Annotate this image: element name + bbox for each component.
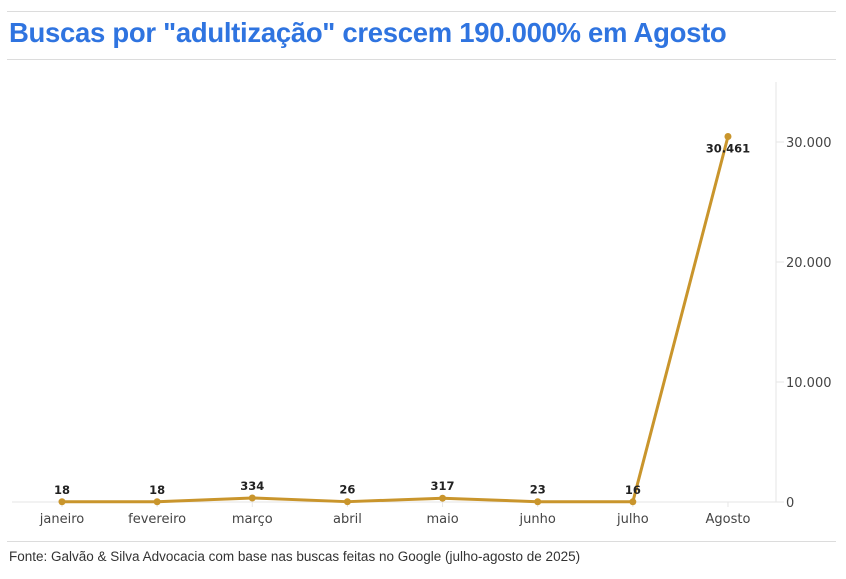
x-category-label: abril — [333, 512, 362, 527]
data-label: 23 — [530, 483, 546, 497]
data-point-marker — [534, 498, 542, 506]
y-tick-label: 0 — [786, 496, 794, 511]
y-tick-label: 10.000 — [786, 376, 832, 391]
data-label: 18 — [149, 483, 165, 497]
y-tick-label: 20.000 — [786, 256, 832, 271]
y-tick-label: 30.000 — [786, 136, 832, 151]
data-point-marker — [343, 498, 351, 506]
x-category-label: janeiro — [39, 512, 84, 527]
title-divider — [7, 59, 836, 60]
chart-title: Buscas por "adultização" crescem 190.000… — [9, 17, 727, 48]
top-divider — [7, 11, 836, 12]
data-line — [60, 134, 730, 504]
data-point-marker — [58, 498, 66, 506]
data-label: 317 — [431, 479, 455, 493]
data-label: 30.461 — [706, 141, 750, 155]
data-point-marker — [724, 132, 732, 140]
x-category-label: julho — [616, 512, 649, 527]
data-label: 18 — [54, 483, 70, 497]
x-category-label: junho — [519, 512, 556, 527]
line-chart: 0 10.000 20.000 30.000 janeiro fevereiro março… — [12, 82, 832, 527]
x-category-label: maio — [426, 512, 458, 527]
data-point-marker — [439, 494, 447, 502]
x-category-label: Agosto — [706, 512, 751, 527]
data-point-marker — [248, 494, 256, 502]
data-label: 16 — [625, 483, 641, 497]
source-note: Fonte: Galvão & Silva Advocacia com base… — [9, 549, 581, 564]
data-label: 26 — [339, 483, 355, 497]
data-point-marker — [629, 498, 637, 506]
data-point-marker — [153, 498, 161, 506]
bottom-divider — [7, 541, 836, 542]
data-label: 334 — [240, 479, 264, 493]
x-category-label: fevereiro — [128, 512, 186, 527]
x-category-label: março — [232, 512, 273, 527]
